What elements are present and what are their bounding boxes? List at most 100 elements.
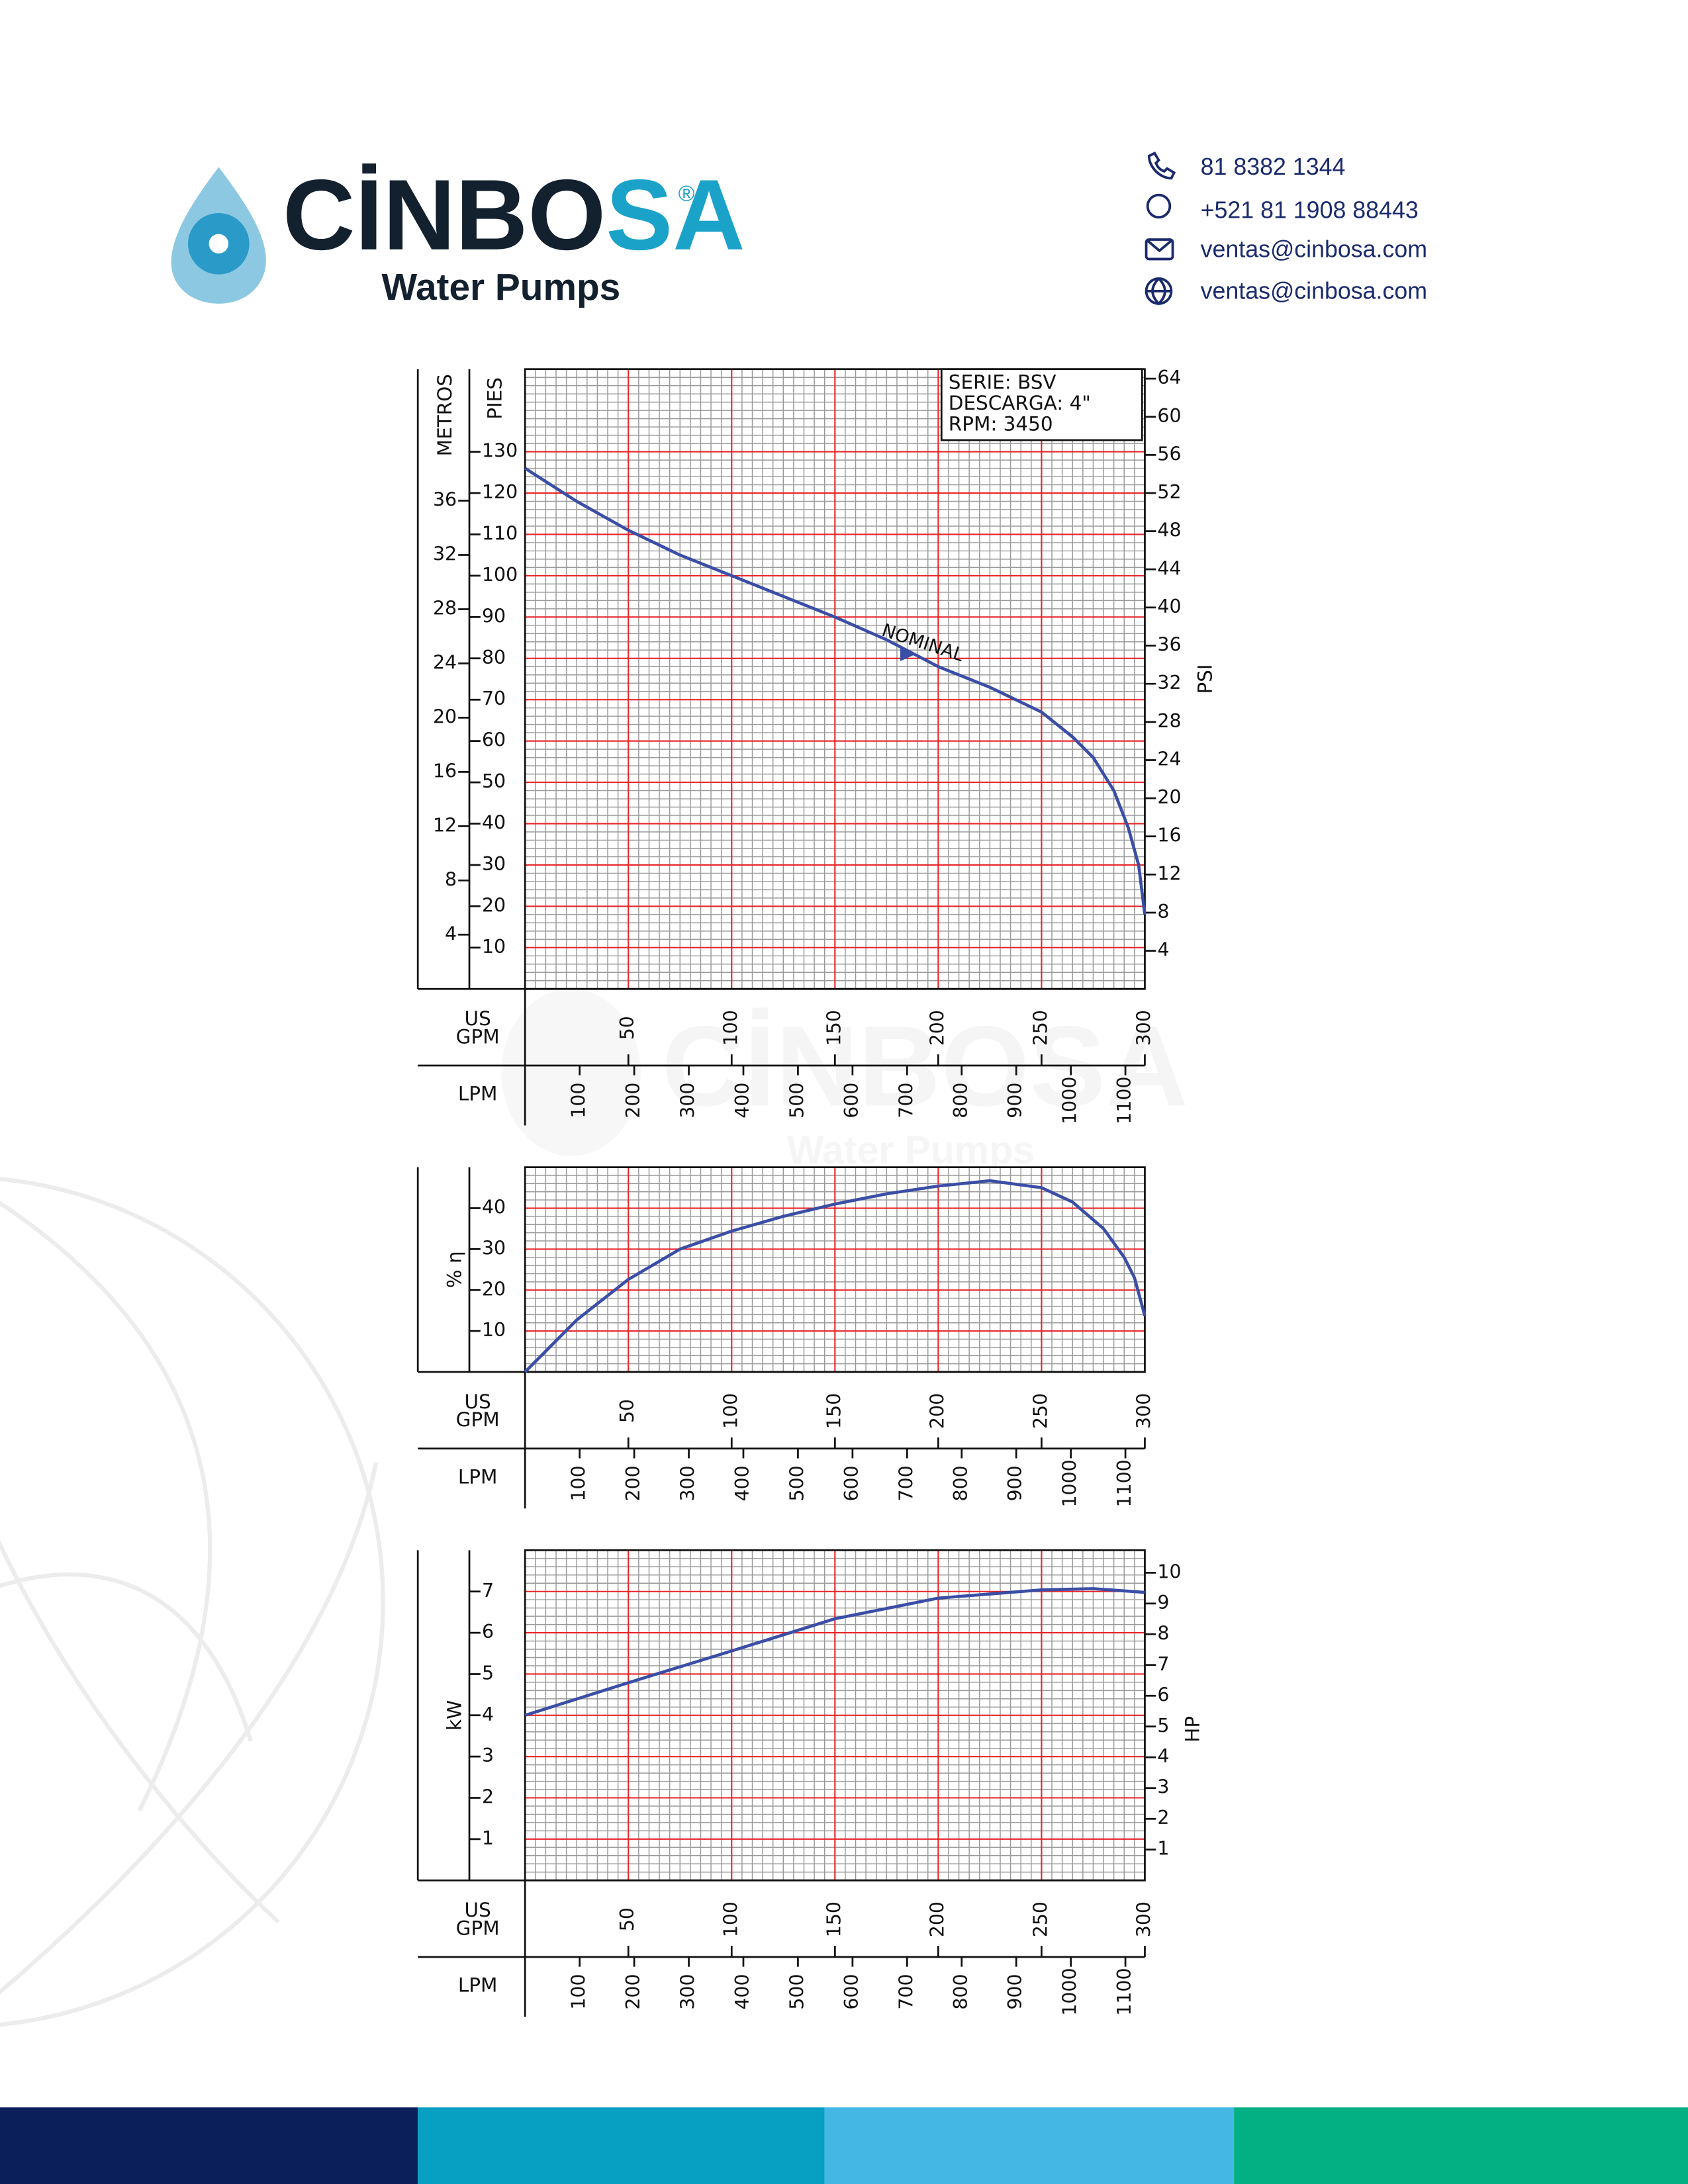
y2-tick-label: 6 [1157, 1684, 1169, 1706]
y-tick-label: 30 [482, 1237, 506, 1259]
y3-tick-label: 28 [433, 597, 457, 619]
x2-tick-label: 800 [950, 1974, 972, 2009]
y-tick-label: 3 [482, 1745, 494, 1766]
y-tick-label: 50 [482, 770, 506, 792]
y2-tick-label: 5 [1157, 1715, 1169, 1737]
y2-tick-label: 56 [1157, 443, 1181, 465]
logo: CİNBOSA ® Water Pumps [171, 159, 745, 308]
x2-tick-label: 900 [1004, 1974, 1026, 2009]
x-tick-label: 250 [1029, 1393, 1051, 1429]
mail-icon [1145, 238, 1174, 261]
y2-tick-label: 3 [1157, 1776, 1169, 1798]
logo-registered: ® [679, 182, 695, 206]
x2-tick-label: 300 [677, 1083, 699, 1118]
x-axis-label: US [465, 1390, 491, 1413]
background-ornament [0, 1177, 385, 2027]
footer-bar [0, 2107, 418, 2184]
y-axis-label: kW [443, 1700, 465, 1731]
y3-tick-label: 8 [445, 868, 457, 890]
info-line: SERIE: BSV [949, 371, 1056, 393]
x2-tick-label: 800 [950, 1465, 972, 1501]
x-tick-label: 150 [823, 1393, 845, 1429]
footer-bar [1234, 2107, 1688, 2184]
logo-brand-accent: SA [606, 159, 745, 271]
x2-tick-label: 500 [786, 1974, 808, 2009]
y3-tick-label: 16 [433, 760, 457, 782]
x2-tick-label: 300 [677, 1465, 699, 1501]
x2-tick-label: 1100 [1113, 1459, 1135, 1507]
info-box [940, 368, 1143, 441]
x2-tick-label: 100 [568, 1974, 590, 2009]
x-axis-label: GPM [456, 1917, 500, 1939]
x-tick-label: 100 [720, 1901, 741, 1937]
x2-axis-label: LPM [458, 1083, 498, 1105]
y2-tick-label: 52 [1157, 481, 1181, 503]
x2-tick-label: 100 [568, 1083, 590, 1118]
x2-tick-label: 1000 [1059, 1076, 1081, 1124]
y2-tick-label: 24 [1157, 748, 1181, 770]
x2-tick-label: 600 [841, 1465, 863, 1501]
nominal-marker [900, 645, 916, 662]
x2-tick-label: 300 [677, 1974, 699, 2009]
y-tick-label: 70 [482, 688, 506, 709]
y2-tick-label: 12 [1157, 862, 1181, 884]
x2-tick-label: 1000 [1059, 1968, 1081, 2015]
y-tick-label: 40 [482, 812, 506, 834]
chart: 1020304050607080901001101201304812162024… [416, 367, 1217, 1126]
phone-icon [1147, 152, 1176, 180]
watermark-tagline: Water Pumps [787, 1129, 1035, 1172]
footer-bar [418, 2107, 825, 2184]
contact-icons [1145, 152, 1176, 306]
y-tick-label: 2 [482, 1786, 494, 1807]
y-axis-label: % η [443, 1251, 465, 1288]
x-tick-label: 100 [720, 1010, 741, 1046]
x-tick-label: 250 [1029, 1010, 1051, 1046]
x2-tick-label: 900 [1004, 1465, 1026, 1501]
whatsapp-icon [1146, 193, 1172, 219]
x-tick-label: 50 [616, 1907, 638, 1931]
x2-tick-label: 1000 [1059, 1459, 1081, 1507]
y-tick-label: 10 [482, 1319, 506, 1341]
footer-bars [0, 2107, 1688, 2184]
footer-bar [824, 2107, 1235, 2184]
x2-axis-label: LPM [458, 1465, 498, 1488]
y-tick-label: 60 [482, 729, 506, 751]
x2-tick-label: 400 [731, 1974, 753, 2009]
web-meridian [1146, 277, 1172, 306]
y2-tick-label: 9 [1157, 1592, 1169, 1614]
watermark-drop [501, 989, 641, 1156]
y-tick-label: 80 [482, 647, 506, 668]
curve [524, 1179, 1147, 1373]
x2-tick-label: 400 [731, 1465, 753, 1501]
contact-web: ventas@cinbosa.com [1201, 277, 1427, 304]
y3-axis-label: METROS [434, 374, 456, 456]
y-tick-label: 30 [482, 853, 506, 875]
y-tick-label: 120 [482, 481, 518, 503]
x-axis-label: US [465, 1007, 491, 1030]
x-tick-label: 200 [926, 1393, 948, 1429]
x-tick-label: 100 [720, 1393, 741, 1429]
y-tick-label: 90 [482, 605, 506, 627]
x2-tick-label: 1100 [1113, 1076, 1135, 1124]
x-tick-label: 150 [823, 1901, 845, 1937]
y2-tick-label: 16 [1157, 825, 1181, 846]
logo-brand: CİNBOSA [283, 159, 745, 271]
y2-tick-label: 28 [1157, 710, 1181, 732]
x2-tick-label: 1100 [1113, 1968, 1135, 2015]
y2-axis-label: PSI [1194, 664, 1217, 694]
x-axis-label: GPM [456, 1408, 500, 1431]
logo-center [209, 234, 229, 254]
y2-tick-label: 8 [1157, 901, 1169, 923]
y-tick-label: 4 [482, 1704, 494, 1725]
y-tick-label: 100 [482, 564, 518, 586]
y3-tick-label: 4 [445, 923, 457, 944]
mail-flap [1145, 238, 1174, 253]
x2-tick-label: 700 [895, 1974, 917, 2009]
curve [524, 1587, 1145, 1717]
x2-tick-label: 200 [622, 1083, 644, 1118]
y3-tick-label: 12 [433, 814, 457, 836]
y2-tick-label: 40 [1157, 596, 1181, 617]
y2-tick-label: 4 [1157, 939, 1169, 961]
y3-tick-label: 32 [433, 543, 457, 565]
